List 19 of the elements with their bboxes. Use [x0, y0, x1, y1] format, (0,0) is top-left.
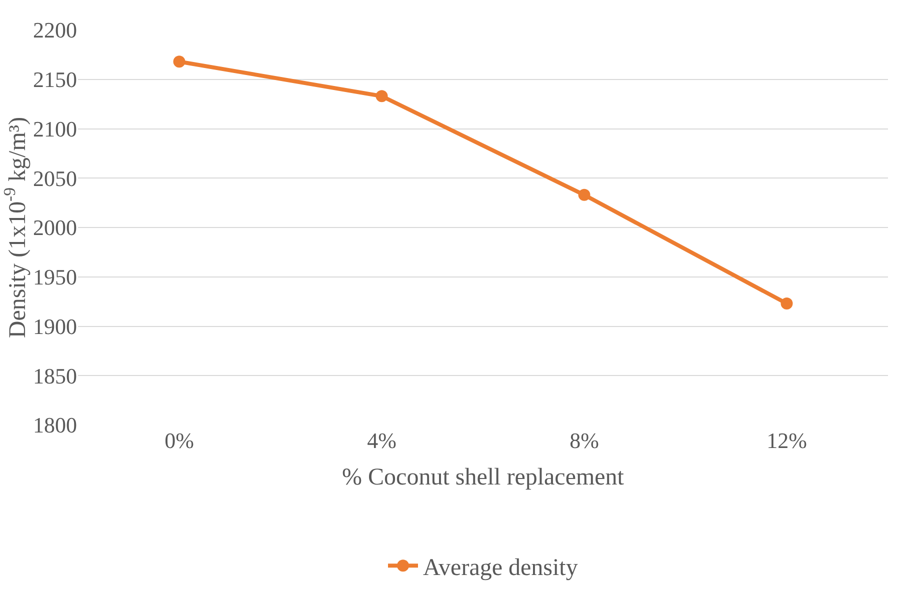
- y-tick-label: 1900: [33, 314, 77, 339]
- x-tick-label: 0%: [164, 428, 194, 453]
- y-tick-label: 2200: [33, 18, 77, 43]
- point: [376, 90, 388, 102]
- x-tick-label: 12%: [766, 428, 807, 453]
- y-tick-label: 1850: [33, 363, 77, 388]
- point: [578, 188, 590, 201]
- x-axis-title: % Coconut shell replacement: [342, 464, 624, 490]
- y-tick-label: 2100: [33, 116, 77, 142]
- point: [780, 298, 793, 310]
- y-tick-label: 1950: [33, 264, 77, 290]
- x-tick-label: 8%: [570, 428, 599, 453]
- legend-label: Average density: [423, 554, 578, 581]
- x-tick-label: 4%: [367, 428, 396, 453]
- y-tick-label: 2050: [33, 166, 77, 191]
- y-tick-label: 1800: [33, 412, 77, 438]
- y-tick-label: 2150: [33, 67, 77, 92]
- y-tick-label: 2000: [33, 215, 77, 240]
- point: [173, 56, 186, 68]
